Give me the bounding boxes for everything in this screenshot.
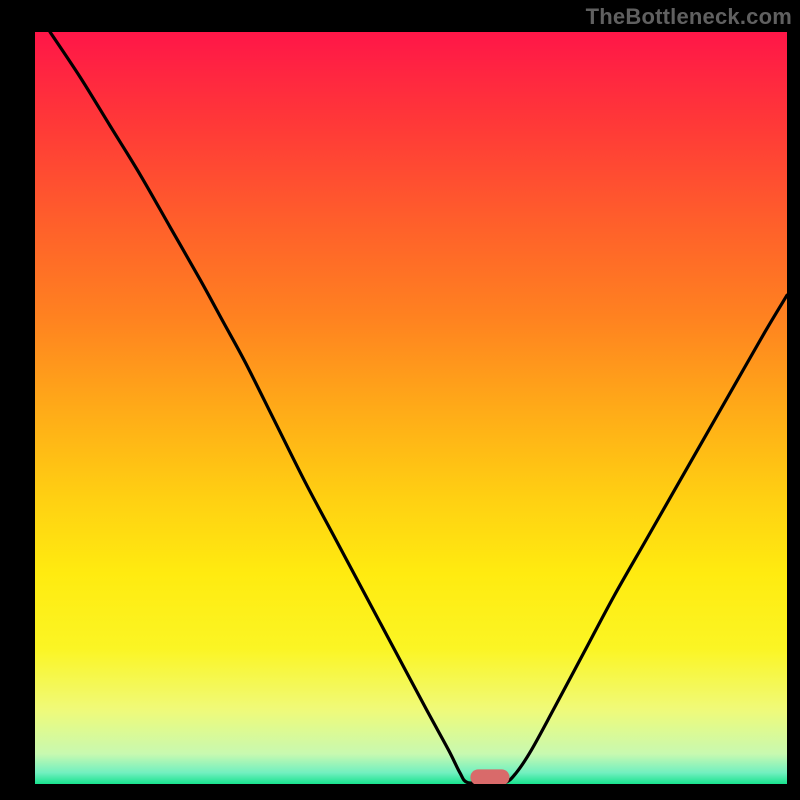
optimal-marker	[470, 769, 509, 785]
chart-canvas	[0, 0, 800, 800]
gradient-background	[35, 32, 787, 784]
watermark-text: TheBottleneck.com	[586, 4, 792, 30]
bottleneck-chart: TheBottleneck.com	[0, 0, 800, 800]
